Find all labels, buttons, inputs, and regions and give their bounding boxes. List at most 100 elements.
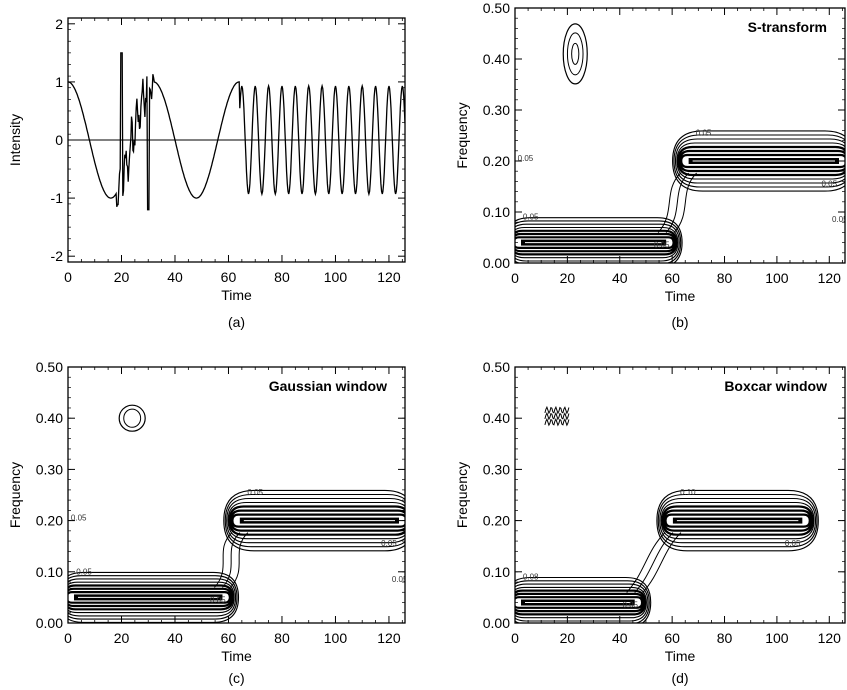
contour-line	[515, 220, 682, 263]
plot-area: 0.08 0.10 0.05 0.05	[515, 405, 819, 623]
contour-line	[676, 142, 845, 180]
x-tick-label: 40	[612, 630, 628, 646]
y-tick-label: -1	[51, 190, 64, 206]
plot-frame	[514, 366, 846, 624]
contour-line	[224, 493, 405, 548]
contour-line	[665, 172, 689, 233]
contour-line	[68, 575, 238, 620]
contour-level-label: 0.08	[523, 572, 539, 581]
x-tick-label: 80	[717, 630, 733, 646]
x-axis-label: Time	[665, 288, 696, 304]
panel-d: 0.080.100.050.050 20 40 60 80 100 1200.000.100…	[454, 359, 846, 686]
contour-line	[544, 411, 570, 421]
contour-line	[656, 489, 819, 552]
plot-area	[68, 52, 405, 211]
contour-level-label: 0.05	[71, 514, 87, 523]
x-tick-label: 20	[560, 630, 576, 646]
y-tick-label: 0.40	[483, 51, 510, 67]
contour-level-label: 0.05	[654, 241, 670, 250]
contour-line	[231, 513, 405, 528]
y-tick-label: 0.30	[483, 102, 510, 118]
y-tick-label: -2	[51, 248, 64, 264]
contour-line	[571, 42, 580, 65]
panel-title: Gaussian window	[269, 378, 387, 394]
x-tick-label: 20	[560, 270, 576, 286]
contour-line	[515, 232, 677, 253]
x-axis-label: Time	[665, 648, 696, 664]
y-tick-label: 0.20	[483, 513, 510, 529]
contour-level-label: 0.05	[381, 539, 397, 548]
contour-level-label: 0.05	[821, 180, 837, 189]
panel-title: Boxcar window	[724, 378, 827, 394]
contour-line	[674, 138, 845, 184]
contour-line	[229, 509, 405, 532]
x-tick-label: 120	[818, 630, 842, 646]
contour-line	[515, 592, 645, 613]
contour-line	[677, 145, 845, 177]
contour-line	[562, 23, 588, 85]
x-tick-label: 100	[765, 630, 789, 646]
y-tick-label: 0.10	[483, 204, 510, 220]
contour-line	[626, 532, 666, 593]
contour-level-label: 0.05	[247, 488, 263, 497]
y-tick-label: 0.30	[483, 461, 510, 477]
contour-line	[515, 583, 649, 622]
y-tick-label: 0.40	[36, 410, 63, 426]
contour-level-label: 0.05	[622, 601, 638, 610]
contour-line	[544, 405, 570, 415]
y-axis-label: Frequency	[454, 462, 470, 528]
x-tick-label: 60	[664, 270, 680, 286]
x-tick-label: 80	[274, 630, 290, 646]
plot-frame	[514, 7, 846, 264]
contour-line	[214, 532, 233, 588]
x-tick-label: 0	[64, 269, 72, 285]
contour-line	[660, 501, 815, 540]
contour-line	[673, 172, 697, 233]
x-tick-label: 60	[221, 630, 237, 646]
contour-line	[68, 587, 233, 608]
x-tick-label: 100	[765, 270, 789, 286]
x-tick-label: 60	[221, 269, 237, 285]
contour-level-label: 0.05	[832, 215, 847, 224]
contour-line	[672, 130, 845, 192]
contour-feature-1	[672, 130, 845, 192]
contour-line	[515, 229, 678, 256]
x-tick-label: 40	[612, 270, 628, 286]
contour-feature-2	[562, 23, 588, 85]
contour-line	[566, 32, 584, 76]
panel-b: 0.05 0.05 0.05 0.05 0.05 0.05 0 20 40 60 80 100 120 0…	[454, 0, 847, 330]
contour-line	[223, 489, 405, 552]
y-axis-label: Intensity	[7, 114, 23, 166]
y-tick-label: 2	[55, 16, 63, 32]
x-tick-label: 60	[664, 630, 680, 646]
contour-feature-1	[656, 489, 819, 552]
contour-line	[515, 236, 675, 249]
x-tick-label: 40	[167, 269, 183, 285]
panel-caption: (b)	[671, 314, 688, 330]
y-axis-label: Frequency	[7, 462, 23, 528]
contour-line	[68, 584, 234, 611]
contour-line	[659, 497, 817, 544]
plot-area: 0.05 0.05 0.05 0.05 0.05 0.05	[68, 404, 405, 623]
x-tick-label: 120	[818, 270, 842, 286]
contour-line	[662, 509, 813, 532]
y-tick-label: 0.20	[483, 153, 510, 169]
y-tick-label: 0.50	[36, 359, 63, 375]
contour-line	[515, 586, 647, 619]
contour-line	[68, 591, 232, 604]
contour-line	[664, 513, 811, 528]
contour-line	[678, 149, 845, 173]
panel-c: 0.05 0.05 0.05 0.05 0.05 0.05 0 20 40 60 80 100 120 0…	[7, 359, 406, 686]
contour-line	[642, 532, 682, 593]
intensity-series-line	[68, 52, 405, 211]
contour-line	[68, 578, 237, 617]
x-tick-label: 0	[511, 630, 519, 646]
x-tick-label: 80	[274, 269, 290, 285]
x-tick-label: 0	[64, 630, 72, 646]
plot-frame	[67, 366, 406, 624]
contour-feature-0	[68, 571, 240, 623]
panel-caption: (d)	[671, 670, 688, 686]
contour-level-label: 0.05	[696, 129, 712, 138]
panel-caption: (c)	[228, 670, 244, 686]
contour-line	[515, 223, 680, 262]
